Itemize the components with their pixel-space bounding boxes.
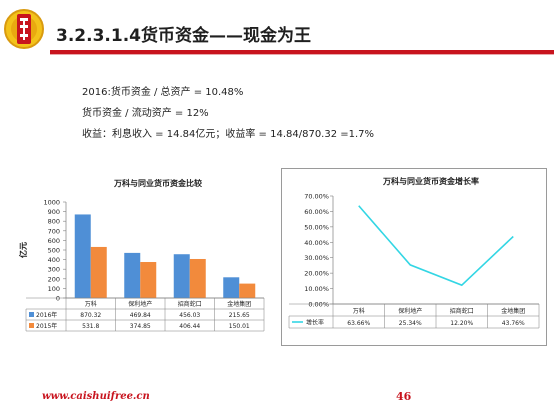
y-tick-label: 70.00% — [304, 193, 329, 201]
slide-title: 3.2.3.1.4货币资金——现金为王 — [56, 26, 311, 46]
y-tick-label: 60.00% — [304, 208, 329, 216]
data-label-1: 25.34% — [399, 320, 422, 327]
legend-label: 增长率 — [306, 319, 324, 327]
data-label-0-2: 456.03 — [179, 312, 200, 319]
bullet-line-2: 货币资金 / 流动资产 = 12% — [82, 108, 209, 119]
y-tick-label: 200 — [48, 275, 60, 283]
y-tick-label: 50.00% — [304, 223, 329, 231]
y-tick-label: 500 — [48, 247, 60, 255]
y-tick-label: 100 — [48, 285, 60, 293]
bullet-list: 2016:货币资金 / 总资产 = 10.48% 货币资金 / 流动资产 = 1… — [82, 82, 374, 145]
chart-border — [281, 168, 547, 346]
y-tick-label: 20.00% — [304, 270, 329, 278]
bar-1-1 — [140, 262, 157, 298]
category-label: 金地集团 — [501, 307, 525, 315]
category-label: 万科 — [85, 300, 97, 308]
y-tick-label: 0 — [56, 295, 60, 303]
category-label: 万科 — [353, 307, 365, 315]
footer-url[interactable]: www.caishuifree.cn — [42, 391, 150, 402]
bar-0-2 — [173, 254, 190, 298]
title-underline — [50, 50, 554, 54]
category-label: 金地集团 — [227, 300, 251, 308]
y-tick-label: 600 — [48, 237, 60, 245]
data-label-3: 43.76% — [502, 320, 525, 327]
logo-emblem — [4, 9, 44, 49]
y-tick-label: 400 — [48, 256, 60, 264]
bar-0-3 — [223, 277, 240, 298]
legend-swatch-1 — [29, 323, 34, 328]
category-label: 保利地产 — [128, 300, 152, 308]
bullet-line-1: 2016:货币资金 / 总资产 = 10.48% — [82, 87, 244, 98]
y-tick-label: 300 — [48, 266, 60, 274]
legend-label-0: 2016年 — [36, 311, 57, 319]
data-label-1-3: 150.01 — [229, 323, 250, 330]
y-tick-label: 0.00% — [308, 301, 329, 309]
y-tick-label: 700 — [48, 227, 60, 235]
bullet-line-3: 收益：利息收入 = 14.84亿元；收益率 = 14.84/870.32 =1.… — [82, 129, 375, 140]
title-underline-thin — [50, 54, 554, 55]
y-tick-label: 800 — [48, 218, 60, 226]
legend-swatch-0 — [29, 312, 34, 317]
series-line-growth — [358, 205, 514, 287]
chart-title: 万科与同业货币资金比较 — [113, 178, 202, 188]
data-label-1-0: 531.8 — [82, 323, 99, 330]
bar-1-2 — [189, 258, 206, 298]
data-label-0-0: 870.32 — [80, 312, 101, 319]
y-tick-label: 1000 — [43, 199, 60, 207]
page-number: 46 — [396, 390, 412, 403]
category-label: 招商蛇口 — [450, 307, 474, 315]
y-tick-label: 30.00% — [304, 254, 329, 262]
data-label-0-3: 215.65 — [229, 312, 250, 319]
data-label-2: 12.20% — [450, 320, 473, 327]
data-label-0: 63.66% — [347, 320, 370, 327]
legend-label-1: 2015年 — [36, 322, 57, 330]
category-label: 招商蛇口 — [178, 300, 202, 308]
category-label: 保利地产 — [398, 307, 422, 315]
bar-0-1 — [124, 252, 141, 298]
bar-1-3 — [239, 283, 256, 298]
y-tick-label: 40.00% — [304, 239, 329, 247]
y-tick-label: 900 — [48, 208, 60, 216]
y-axis-label: 亿元 — [18, 242, 28, 258]
bar-0-0 — [74, 214, 91, 298]
line-chart-growth-rate: 万科与同业货币资金增长率 0.00% 10.00% 20.00% 30.00% 40.0… — [281, 168, 547, 346]
bar-1-0 — [90, 246, 107, 298]
y-tick-label: 10.00% — [304, 285, 329, 293]
data-label-1-2: 406.44 — [179, 323, 200, 330]
chart-title: 万科与同业货币资金增长率 — [382, 176, 479, 186]
data-label-0-1: 469.84 — [130, 312, 151, 319]
data-label-1-1: 374.85 — [130, 323, 151, 330]
